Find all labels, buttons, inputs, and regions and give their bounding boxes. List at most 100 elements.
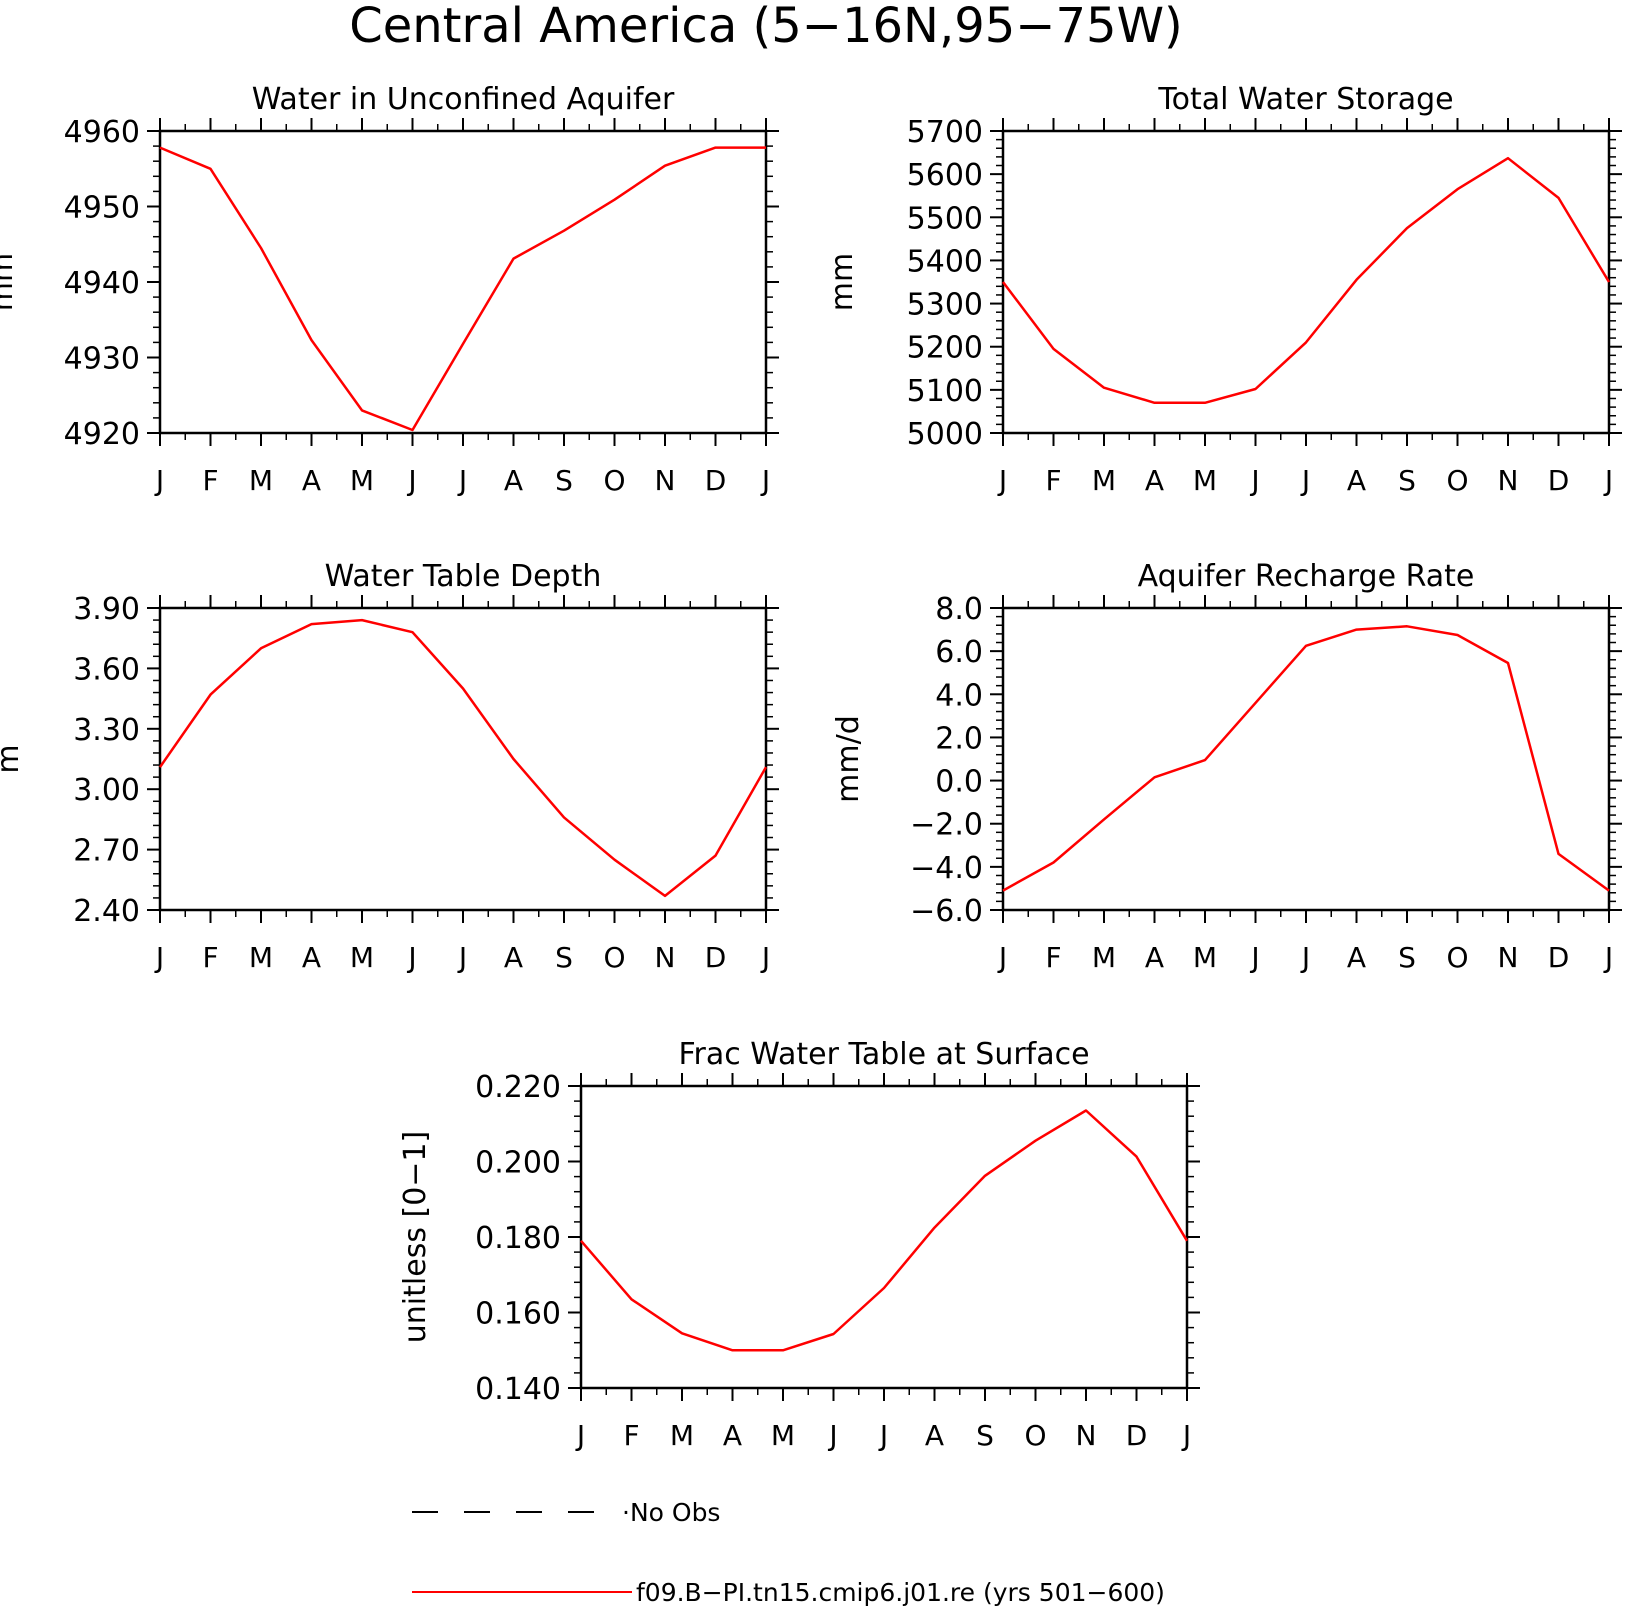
y-tick-label: 5100 — [907, 374, 983, 409]
x-tick-label: M — [1092, 464, 1116, 497]
x-tick-label: J — [406, 941, 416, 974]
y-tick-label: 0.220 — [475, 1070, 561, 1105]
y-tick-label: 3.00 — [73, 773, 140, 808]
panel-title: Total Water Storage — [1157, 82, 1453, 117]
x-tick-label: A — [504, 941, 523, 974]
x-tick-label: O — [1446, 464, 1468, 497]
y-tick-label: 3.90 — [73, 592, 140, 627]
x-tick-label: J — [827, 1419, 837, 1452]
series-line — [158, 618, 768, 898]
panel-title: Water Table Depth — [325, 559, 602, 594]
plot-frame — [158, 606, 768, 912]
x-tick-label: M — [249, 941, 273, 974]
x-tick-label: O — [603, 941, 625, 974]
x-tick-label: J — [457, 464, 467, 497]
x-tick-label: D — [705, 941, 727, 974]
x-tick-label: J — [154, 941, 164, 974]
x-tick-label: S — [555, 464, 573, 497]
x-tick-label: F — [1045, 464, 1061, 497]
y-tick-label: 5700 — [907, 115, 983, 150]
y-tick-label: 6.0 — [935, 635, 983, 670]
x-tick-label: S — [1398, 941, 1416, 974]
x-tick-label: M — [1193, 464, 1217, 497]
y-tick-label: −4.0 — [910, 851, 983, 886]
y-tick-label: 2.40 — [73, 894, 140, 929]
y-tick-label: 5200 — [907, 331, 983, 366]
y-tick-label: 4920 — [64, 417, 140, 452]
x-tick-label: F — [1045, 941, 1061, 974]
x-tick-label: J — [1181, 1419, 1191, 1452]
x-tick-label: N — [1076, 1419, 1097, 1452]
panel-title: Frac Water Table at Surface — [678, 1037, 1089, 1072]
x-tick-label: J — [1249, 464, 1259, 497]
x-tick-label: O — [1446, 941, 1468, 974]
x-tick-label: A — [1347, 941, 1366, 974]
plot-frame — [1001, 129, 1611, 435]
y-tick-label: 0.200 — [475, 1146, 561, 1181]
y-tick-label: 4.0 — [935, 678, 983, 713]
series-line — [1002, 625, 1610, 892]
x-tick-label: D — [705, 464, 727, 497]
y-axis-label: m — [0, 744, 26, 773]
x-tick-label: A — [1145, 464, 1164, 497]
x-tick-label: D — [1548, 941, 1570, 974]
y-tick-label: 5400 — [907, 244, 983, 279]
y-tick-label: 4930 — [64, 342, 140, 377]
x-tick-label: J — [997, 941, 1007, 974]
series-line — [580, 1109, 1189, 1352]
x-tick-label: J — [997, 464, 1007, 497]
series-line — [1002, 156, 1611, 405]
panel-title: Aquifer Recharge Rate — [1138, 559, 1475, 594]
x-tick-label: D — [1548, 464, 1570, 497]
legend-label-run: f09.B−PI.tn15.cmip6.j01.re (yrs 501−600) — [636, 1578, 1165, 1607]
x-tick-label: M — [1092, 941, 1116, 974]
x-tick-label: A — [504, 464, 523, 497]
plot-frame — [1001, 606, 1611, 912]
x-tick-label: A — [925, 1419, 944, 1452]
y-tick-label: 4940 — [64, 266, 140, 301]
x-tick-label: J — [1300, 464, 1310, 497]
x-tick-label: N — [655, 941, 676, 974]
x-tick-label: D — [1126, 1419, 1148, 1452]
x-tick-label: J — [1249, 941, 1259, 974]
y-axis-label: mm — [825, 253, 860, 311]
x-tick-label: A — [1347, 464, 1366, 497]
y-tick-label: 5300 — [907, 288, 983, 323]
y-tick-label: −6.0 — [910, 894, 983, 929]
x-tick-label: O — [603, 464, 625, 497]
x-tick-label: M — [670, 1419, 694, 1452]
y-tick-label: 5000 — [907, 417, 983, 452]
x-tick-label: M — [771, 1419, 795, 1452]
plot-frame — [158, 129, 768, 435]
figure-title: Central America (5−16N,95−75W) — [349, 0, 1183, 54]
y-tick-label: 0.140 — [475, 1372, 561, 1407]
x-tick-label: M — [350, 464, 374, 497]
chart-panel-4: J F M A M J J A S O N D J−6.0−4.0−2.00.02.04.06.08.0… — [831, 559, 1622, 974]
y-axis-label: mm — [0, 253, 20, 311]
y-tick-label: 5600 — [907, 158, 983, 193]
x-tick-label: J — [457, 941, 467, 974]
series-line — [159, 146, 766, 432]
legend-label-no-obs: ·No Obs — [622, 1498, 720, 1527]
x-tick-label: M — [350, 941, 374, 974]
y-axis-label: unitless [0−1] — [398, 1131, 433, 1343]
x-tick-label: S — [1398, 464, 1416, 497]
x-tick-label: S — [976, 1419, 994, 1452]
y-tick-label: 0.0 — [935, 765, 983, 800]
x-tick-label: J — [760, 941, 770, 974]
x-tick-label: F — [202, 464, 218, 497]
x-tick-label: J — [1300, 941, 1310, 974]
x-tick-label: F — [202, 941, 218, 974]
chart-panel-5: J F M A M J J A S O N D J0.1400.1600.1800.2000.220Fr… — [398, 1037, 1200, 1452]
x-tick-label: J — [1603, 941, 1613, 974]
x-tick-label: J — [878, 1419, 888, 1452]
x-tick-label: A — [302, 941, 321, 974]
y-tick-label: 5500 — [907, 201, 983, 236]
x-tick-label: A — [302, 464, 321, 497]
x-tick-label: F — [623, 1419, 639, 1452]
chart-panel-3: J F M A M J J A S O N D J2.402.703.003.303.603.90Wat… — [0, 559, 779, 974]
y-axis-label: mm/d — [831, 715, 866, 803]
